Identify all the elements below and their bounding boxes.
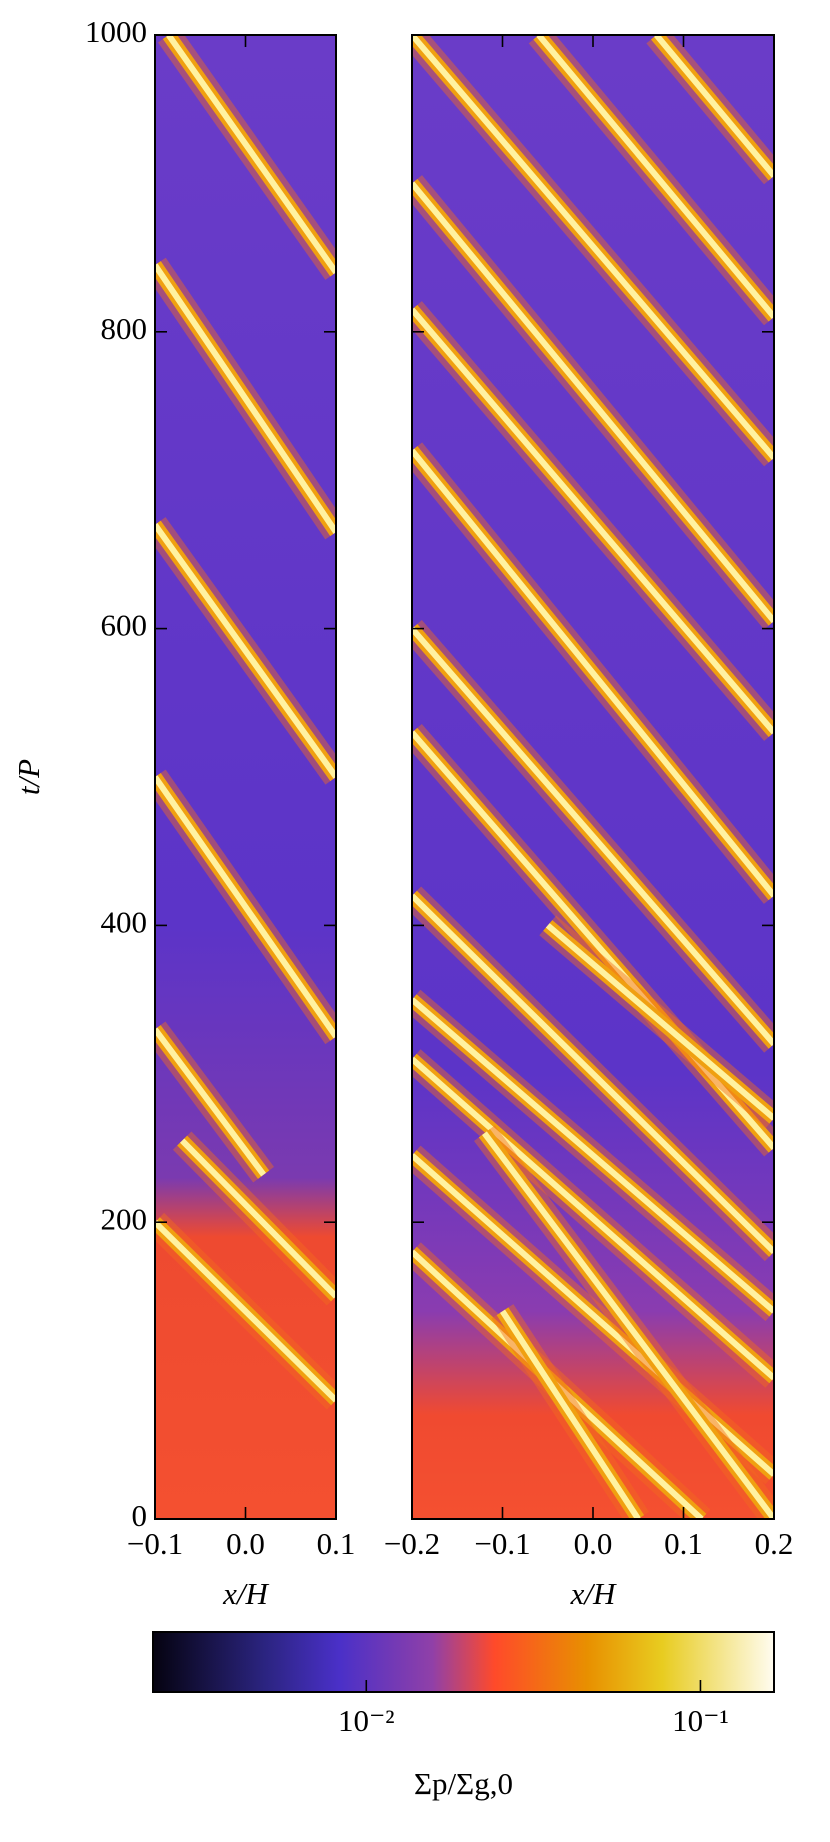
x-tick-label: 0.0 bbox=[226, 1526, 265, 1561]
filaments bbox=[155, 35, 336, 1410]
y-tick-label: 0 bbox=[132, 1498, 148, 1533]
filament-core bbox=[536, 35, 774, 319]
filament-core bbox=[180, 1138, 336, 1299]
x-tick-label: 0.1 bbox=[664, 1526, 703, 1561]
filament-core bbox=[155, 263, 336, 534]
filament-core bbox=[545, 923, 774, 1121]
filament-core bbox=[482, 1131, 774, 1519]
x-axis-label: x/H bbox=[222, 1576, 269, 1611]
y-tick-label: 400 bbox=[101, 905, 148, 940]
colorbar-frame bbox=[152, 1631, 775, 1693]
y-tick-label: 1000 bbox=[85, 14, 147, 49]
filament-core bbox=[412, 1153, 774, 1477]
filament-core bbox=[412, 448, 774, 898]
x-tick-label: −0.1 bbox=[127, 1526, 183, 1561]
filament-core bbox=[155, 775, 336, 1039]
colorbar-tick-label: 10⁻² bbox=[338, 1703, 395, 1738]
filament-core bbox=[155, 1027, 267, 1177]
filament-core bbox=[166, 35, 336, 275]
y-axis-label: t/P bbox=[11, 759, 46, 795]
x-tick-label: 0.1 bbox=[317, 1526, 356, 1561]
filament-core bbox=[155, 1220, 336, 1403]
y-tick-label: 600 bbox=[101, 608, 148, 643]
colorbar-label: Σp/Σg,0 bbox=[414, 1766, 513, 1801]
filament-core bbox=[412, 730, 774, 1150]
y-tick-label: 800 bbox=[101, 311, 148, 346]
y-tick-label: 200 bbox=[101, 1201, 148, 1236]
x-tick-label: −0.2 bbox=[384, 1526, 440, 1561]
x-tick-label: 0.0 bbox=[574, 1526, 613, 1561]
colorbar-tick-label: 10⁻¹ bbox=[672, 1703, 729, 1738]
colorbar bbox=[153, 1632, 774, 1692]
filament-core bbox=[412, 35, 774, 460]
x-tick-label: 0.2 bbox=[755, 1526, 794, 1561]
filament-core bbox=[654, 35, 774, 178]
filament-core bbox=[499, 1309, 641, 1519]
filament-core bbox=[412, 997, 774, 1314]
x-axis-label: x/H bbox=[570, 1576, 617, 1611]
filament-core bbox=[412, 307, 774, 735]
filament-core bbox=[412, 181, 774, 624]
filament-core bbox=[155, 522, 336, 779]
filaments bbox=[412, 35, 774, 1519]
filament-core bbox=[412, 626, 774, 1047]
filament-core bbox=[412, 1056, 774, 1381]
x-tick-label: −0.1 bbox=[474, 1526, 530, 1561]
filament-core bbox=[412, 893, 774, 1255]
